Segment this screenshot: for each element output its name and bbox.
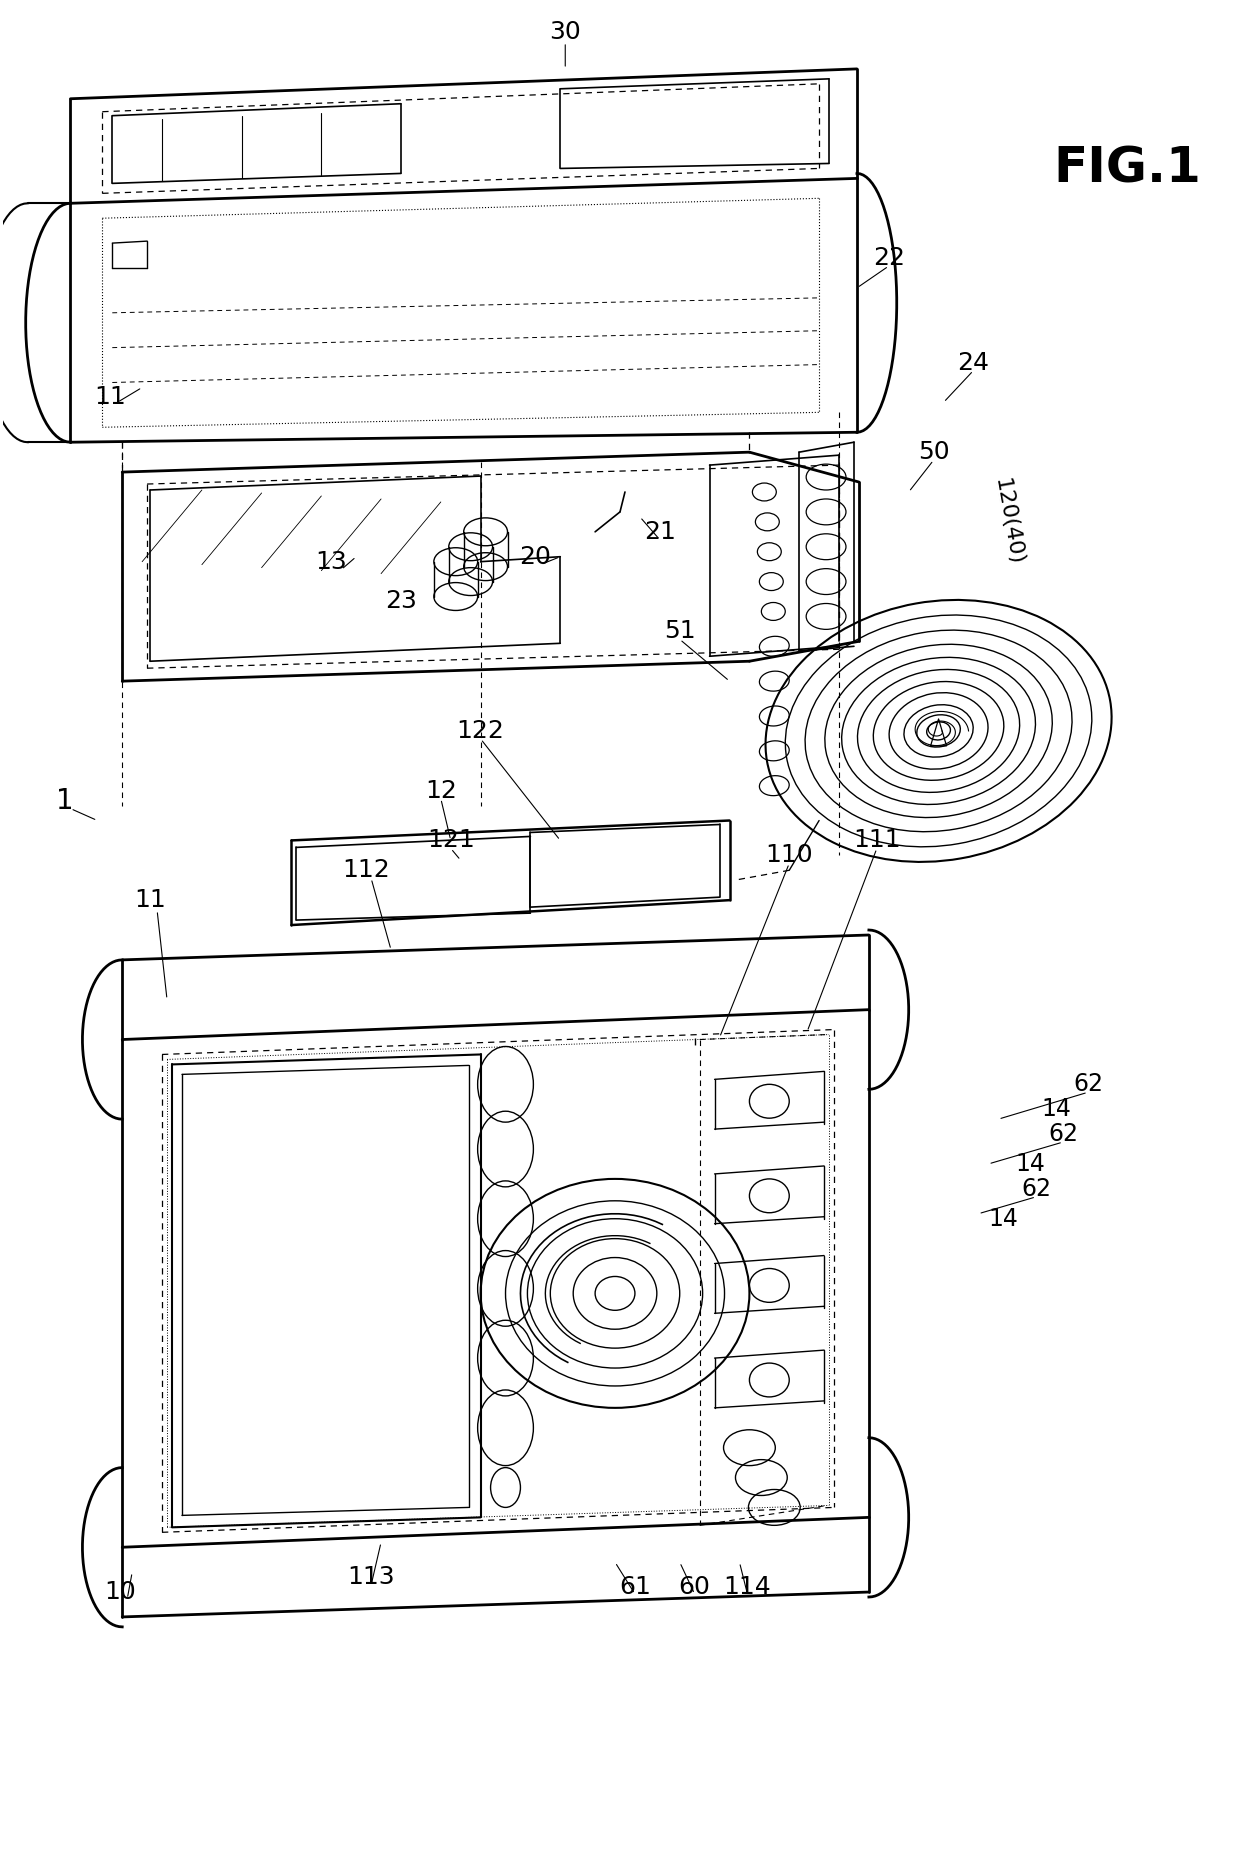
Text: 23: 23 <box>386 590 417 613</box>
Text: 50: 50 <box>918 441 950 463</box>
Text: 62: 62 <box>1073 1072 1102 1097</box>
Text: 62: 62 <box>1048 1123 1078 1147</box>
Text: 20: 20 <box>520 545 552 568</box>
Text: 11: 11 <box>94 385 126 409</box>
Text: 13: 13 <box>315 549 347 573</box>
Text: 122: 122 <box>456 719 505 743</box>
Text: 121: 121 <box>427 828 475 852</box>
Text: 112: 112 <box>342 857 391 882</box>
Text: 1: 1 <box>56 786 73 814</box>
Text: 114: 114 <box>724 1575 771 1599</box>
Text: 30: 30 <box>549 21 582 45</box>
Text: 11: 11 <box>134 887 166 912</box>
Text: 60: 60 <box>678 1575 711 1599</box>
Text: 24: 24 <box>957 351 990 375</box>
Text: 110: 110 <box>765 842 813 867</box>
Text: 14: 14 <box>1016 1153 1045 1177</box>
Text: 51: 51 <box>663 620 696 643</box>
Text: 113: 113 <box>347 1565 394 1590</box>
Text: FIG.1: FIG.1 <box>1054 144 1202 192</box>
Text: 111: 111 <box>853 828 900 852</box>
Text: 10: 10 <box>104 1580 136 1605</box>
Text: 12: 12 <box>425 779 456 803</box>
Text: 61: 61 <box>619 1575 651 1599</box>
Text: 14: 14 <box>988 1207 1018 1231</box>
Text: 22: 22 <box>873 247 905 271</box>
Text: 120(40): 120(40) <box>991 476 1025 568</box>
Text: 21: 21 <box>644 519 676 544</box>
Text: 62: 62 <box>1021 1177 1052 1201</box>
Text: 14: 14 <box>1042 1097 1071 1121</box>
